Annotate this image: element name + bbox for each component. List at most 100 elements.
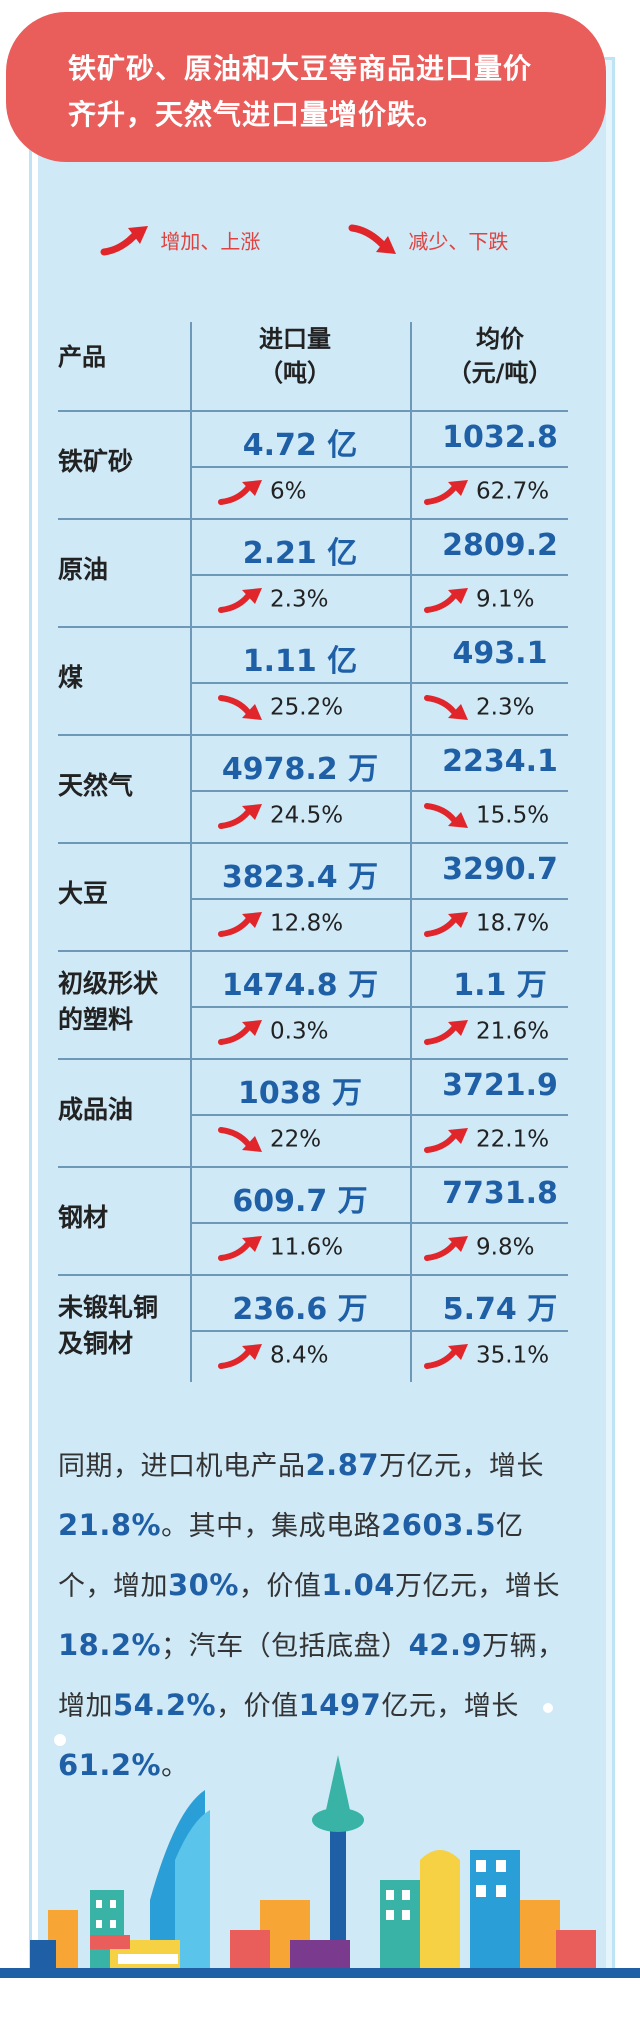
volume-change-text: 25.2% (270, 694, 344, 721)
product-name-line: 煤 (58, 663, 84, 692)
volume-value: 2.21 亿 (242, 536, 358, 571)
column-divider (410, 322, 412, 1382)
summary-value: 54.2% (113, 1688, 217, 1722)
price-change: 18.7% (424, 906, 549, 940)
city-skyline-illustration (0, 1703, 640, 2026)
price-change-text: 15.5% (476, 802, 550, 829)
volume-change-text: 2.3% (270, 586, 329, 613)
headline-line-2: 齐升，天然气进口量增价跌。 (68, 98, 446, 131)
volume-change: 8.4% (218, 1338, 328, 1372)
arrow-up-icon (424, 1019, 468, 1045)
arrow-up-icon (218, 1019, 262, 1045)
header-volume: 进口量 （吨） (200, 322, 390, 390)
summary-text: 亿元，增长 (381, 1691, 519, 1722)
price-value: 3290.7 (442, 852, 558, 887)
product-name: 铁矿砂 (58, 444, 133, 480)
summary-value: 1497 (298, 1688, 382, 1722)
summary-text: ，价值 (238, 1571, 322, 1602)
summary-text: ，价值 (216, 1691, 299, 1722)
arrow-up-icon (424, 911, 468, 937)
arrow-down-icon (424, 802, 468, 828)
product-name-line: 的塑料 (58, 1005, 134, 1034)
volume-change-text: 6% (270, 478, 307, 505)
row-subdivider (190, 1006, 568, 1008)
price-change-text: 9.8% (476, 1234, 535, 1261)
price-change-text: 9.1% (476, 586, 535, 613)
price-value: 1032.8 (442, 420, 558, 455)
arrow-up-icon (100, 226, 148, 256)
price-change: 22.1% (424, 1122, 549, 1156)
header-price-unit: （元/吨） (447, 359, 553, 387)
price-change-text: 22.1% (476, 1126, 550, 1153)
legend-up-label: 增加、上涨 (160, 229, 261, 254)
product-name-line: 成品油 (58, 1095, 134, 1124)
arrow-up-icon (218, 479, 262, 505)
product-name: 原油 (58, 552, 108, 588)
price-change: 2.3% (424, 690, 534, 724)
summary-value: 2.87 (305, 1448, 380, 1482)
product-name-line: 及铜材 (58, 1329, 134, 1358)
headline-banner: 铁矿砂、原油和大豆等商品进口量价 齐升，天然气进口量增价跌。 (6, 12, 606, 162)
arrow-up-icon (218, 1235, 262, 1261)
row-divider (58, 626, 568, 628)
summary-value: 2603.5 (381, 1508, 497, 1542)
volume-value: 236.6 万 (232, 1292, 368, 1327)
volume-change: 24.5% (218, 798, 343, 832)
product-name: 未锻轧铜 及铜材 (58, 1290, 158, 1362)
summary-value: 1.04 (321, 1568, 395, 1602)
product-name-line: 大豆 (58, 879, 109, 908)
summary-text: 万辆，增加 (58, 1631, 565, 1722)
price-value: 1.1 万 (453, 968, 547, 1003)
row-divider (58, 1166, 568, 1168)
price-change: 9.1% (424, 582, 534, 616)
volume-value: 4.72 亿 (242, 428, 358, 463)
row-subdivider (190, 466, 568, 468)
product-name-line: 未锻轧铜 (58, 1293, 159, 1322)
arrow-up-icon (218, 587, 262, 613)
price-value: 3721.9 (442, 1068, 558, 1103)
row-divider (58, 518, 568, 520)
price-change: 62.7% (424, 474, 549, 508)
arrow-down-icon (218, 694, 262, 720)
content-panel (32, 60, 612, 2002)
price-value: 2809.2 (442, 528, 558, 563)
price-change: 35.1% (424, 1338, 549, 1372)
row-subdivider (190, 790, 568, 792)
arrow-up-icon (424, 587, 468, 613)
row-divider (58, 842, 568, 844)
product-name: 成品油 (58, 1092, 133, 1128)
volume-change: 12.8% (218, 906, 343, 940)
row-divider (58, 950, 568, 952)
header-price-title: 均价 (476, 325, 524, 353)
arrow-up-icon (424, 1343, 468, 1369)
arrow-down-icon (348, 224, 396, 254)
summary-paragraph: 同期，进口机电产品2.87万亿元，增长21.8%。其中，集成电路2603.5亿个… (58, 1436, 578, 1796)
panel-edge (606, 60, 612, 1990)
header-price: 均价 （元/吨） (420, 322, 580, 390)
product-name-line: 天然气 (58, 771, 134, 800)
row-subdivider (190, 898, 568, 900)
price-change-text: 35.1% (476, 1342, 550, 1369)
summary-value: 42.9 (408, 1628, 483, 1662)
product-name-line: 初级形状 (58, 969, 159, 998)
headline-line-1: 铁矿砂、原油和大豆等商品进口量价 (68, 52, 533, 85)
header-volume-title: 进口量 (259, 325, 331, 353)
row-subdivider (190, 1330, 568, 1332)
summary-text: 。 (161, 1751, 189, 1782)
product-name-line: 铁矿砂 (58, 447, 134, 476)
summary-text: 万亿元，增长 (379, 1451, 545, 1482)
volume-change-text: 8.4% (270, 1342, 329, 1369)
row-subdivider (190, 682, 568, 684)
summary-value: 18.2% (58, 1628, 162, 1662)
volume-change: 22% (218, 1122, 321, 1156)
summary-text: 。其中，集成电路 (161, 1511, 382, 1542)
volume-value: 609.7 万 (232, 1184, 368, 1219)
column-divider (190, 322, 192, 1382)
price-value: 493.1 (452, 636, 548, 671)
arrow-up-icon (218, 911, 262, 937)
arrow-down-icon (424, 694, 468, 720)
volume-value: 1474.8 万 (221, 968, 379, 1003)
header-volume-unit: （吨） (259, 359, 331, 387)
summary-value: 21.8% (58, 1508, 162, 1542)
row-divider (58, 1058, 568, 1060)
